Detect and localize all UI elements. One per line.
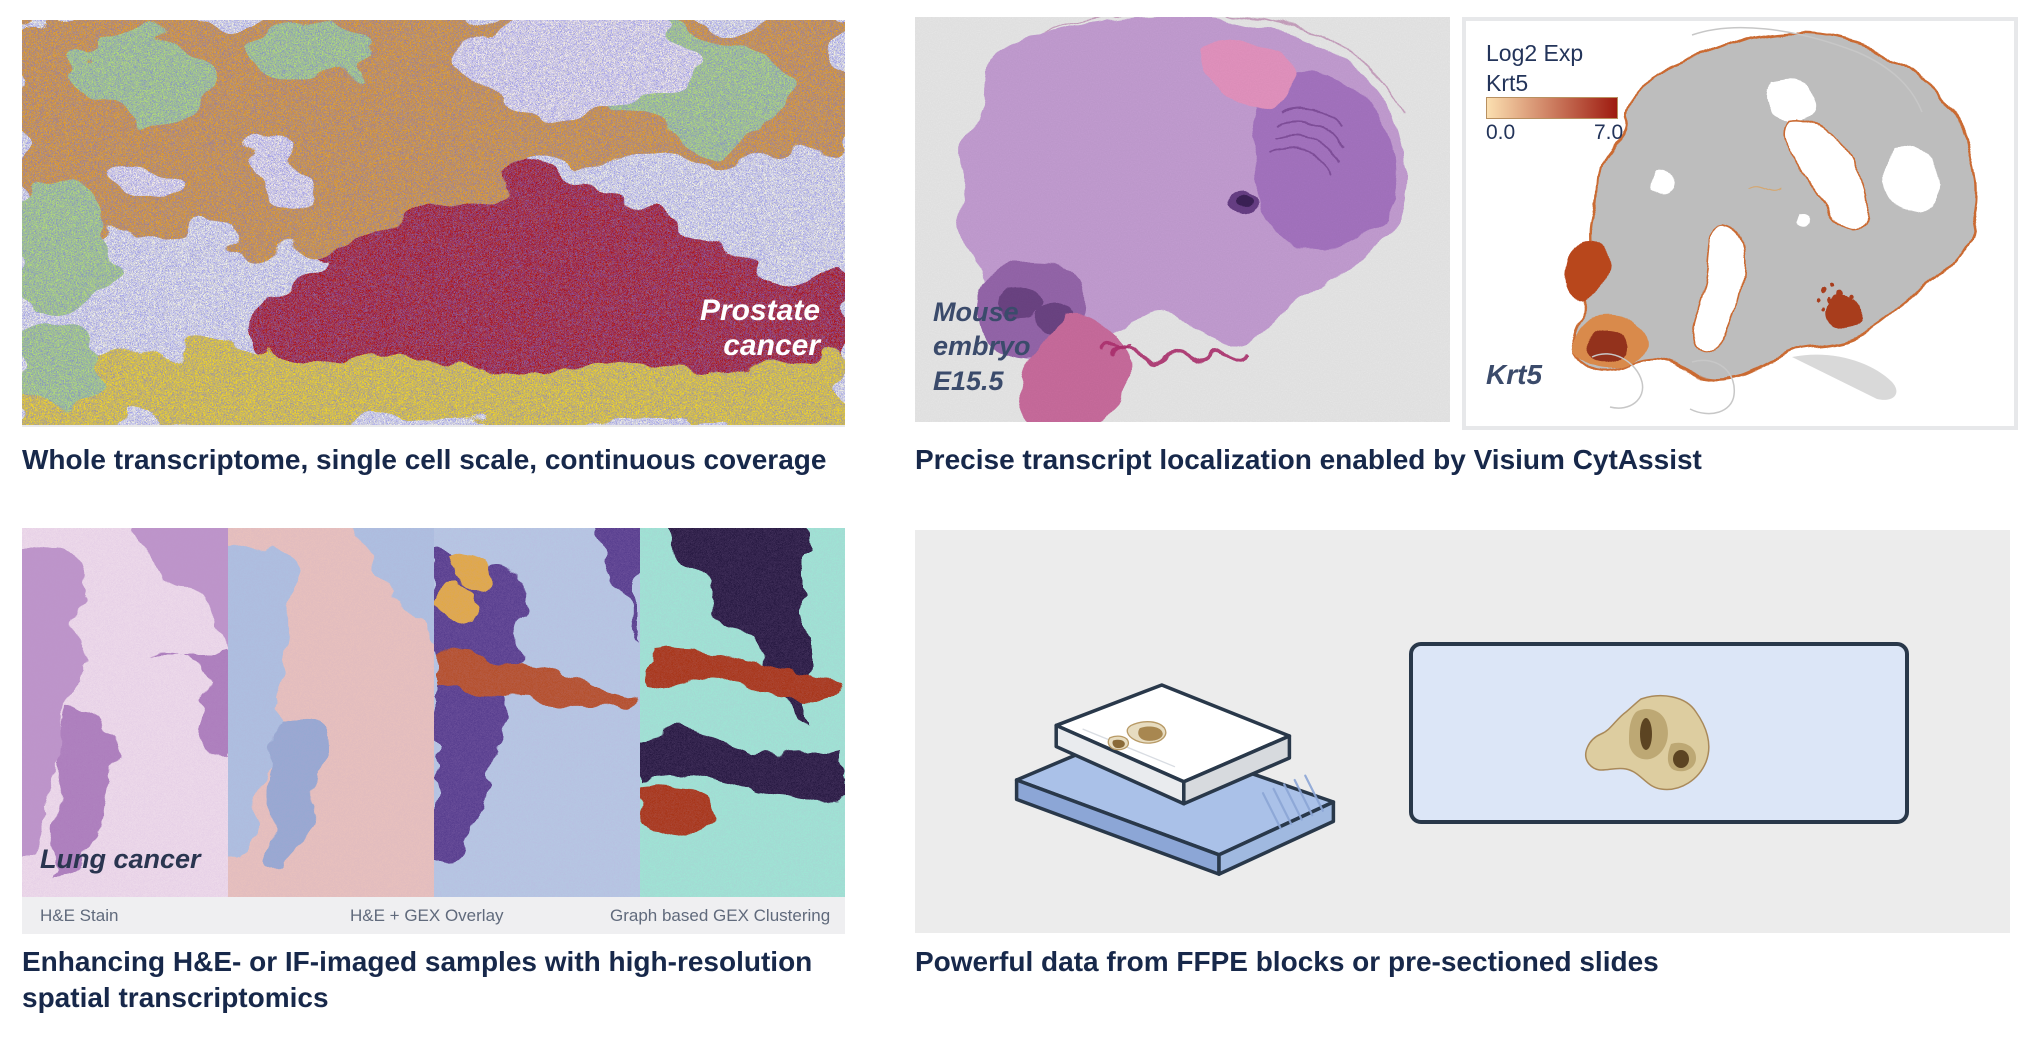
svg-text:cancer: cancer bbox=[723, 329, 822, 362]
svg-text:Prostate: Prostate bbox=[700, 294, 820, 327]
